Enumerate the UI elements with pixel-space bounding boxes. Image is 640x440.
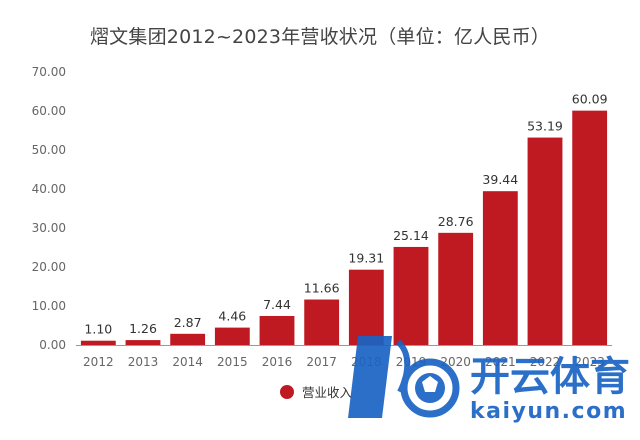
x-tick-label: 2022 [530,355,561,369]
data-label: 1.26 [129,321,157,336]
axes: 0.00 10.00 20.00 30.00 40.00 50.00 60.00 70.00 2… [32,65,612,369]
x-tick-label: 2014 [172,355,203,369]
legend-label: 营业收入 [302,385,353,400]
bar [170,333,206,345]
y-tick-label: 20.00 [32,260,66,274]
y-tick-label: 70.00 [32,65,66,79]
y-tick-label: 0.00 [39,338,66,352]
watermark-brand: 开云体育 [470,354,630,400]
data-label: 7.44 [263,297,291,312]
x-tick-label: 2013 [128,355,159,369]
bar [304,299,340,345]
y-tick-label: 60.00 [32,104,66,118]
bar [393,246,429,345]
x-tick-label: 2021 [485,355,516,369]
x-tick-label: 2023 [574,355,605,369]
legend: 营业收入 [280,385,353,400]
data-label: 25.14 [393,228,429,243]
data-label: 60.09 [572,92,608,107]
data-label: 53.19 [527,119,563,134]
bar [348,269,384,345]
data-label: 39.44 [482,172,518,187]
y-tick-label: 40.00 [32,182,66,196]
x-tick-label: 2016 [262,355,293,369]
data-label: 28.76 [438,214,474,229]
bar [214,327,250,345]
bar [80,340,116,345]
y-tick-label: 50.00 [32,143,66,157]
y-tick-label: 30.00 [32,221,66,235]
bar [438,232,474,345]
legend-marker [280,385,294,399]
data-label: 19.31 [348,251,384,266]
bars [80,110,608,345]
bar [259,315,295,345]
data-label: 4.46 [218,309,246,324]
chart-title: 熠文集团2012~2023年营收状况（单位：亿人民币） [89,26,551,48]
x-tick-label: 2017 [306,355,337,369]
bar [527,137,563,345]
x-tick-label: 2012 [83,355,114,369]
x-tick-label: 2015 [217,355,248,369]
data-label: 2.87 [174,315,202,330]
data-labels: 1.10 1.26 2.87 4.46 7.44 11.66 19.31 25.14 28.76… [84,92,607,337]
data-label: 1.10 [84,322,112,337]
watermark-logo: 开云体育 kaiyun.com [348,336,630,424]
data-label: 11.66 [304,281,340,296]
y-tick-label: 10.00 [32,299,66,313]
watermark-site: kaiyun.com [470,399,627,424]
bar [572,110,608,345]
bar [482,191,518,345]
bar [125,340,161,345]
